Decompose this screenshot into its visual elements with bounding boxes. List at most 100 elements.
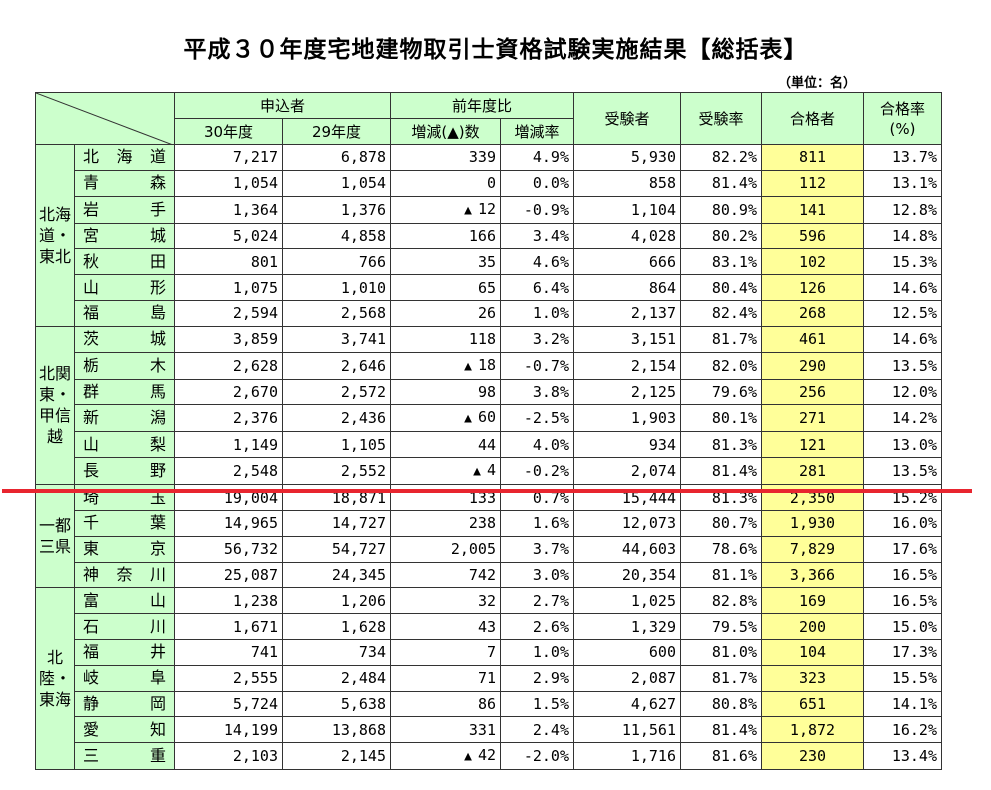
header-y30: 30年度	[174, 118, 283, 145]
applicants-2017: 1,628	[282, 613, 391, 640]
region-label: 北海道・東北	[35, 144, 75, 327]
header-apply: 申込者	[174, 92, 391, 119]
prefecture-name: 岩手	[76, 198, 174, 222]
diff-rate: -0.2%	[500, 457, 574, 486]
table-row: 山形 1,075 1,010 65 6.4% 864 80.4% 126 14.6%	[36, 274, 942, 301]
prefecture-cell: 秋田	[74, 248, 175, 276]
prefecture-char: 石	[83, 616, 100, 636]
diff-value: 166	[468, 226, 496, 245]
prefecture-char: 潟	[149, 408, 166, 428]
prefecture-cell: 宮城	[74, 222, 175, 250]
prefecture-cell: 岐阜	[74, 664, 175, 692]
prefecture-char: 山	[83, 277, 100, 297]
passers: 290	[761, 351, 864, 380]
table-row: 愛知 14,199 13,868 331 2.4% 11,561 81.4% 1,872 16.…	[36, 716, 942, 744]
prefecture-char: 馬	[149, 381, 166, 401]
pass-rate: 13.0%	[863, 431, 942, 459]
applicants-2018: 1,075	[174, 274, 283, 301]
pass-rate: 13.1%	[863, 169, 942, 197]
table-row: 福井 741 734 7 1.0% 600 81.0% 104 17.3%	[36, 638, 942, 666]
diff-cell: 35	[390, 248, 501, 276]
prefecture-cell: 富山	[74, 587, 175, 615]
prefecture-char: 愛	[83, 719, 100, 739]
passers: 268	[761, 299, 864, 327]
passers: 271	[761, 404, 864, 433]
pass-rate: 17.6%	[863, 535, 942, 563]
prefecture-char: 神	[83, 564, 100, 584]
prefecture-char: 山	[83, 434, 100, 454]
prefecture-char: 葉	[149, 513, 166, 533]
applicants-2017: 5,638	[282, 690, 391, 718]
diff-value: 0	[486, 174, 496, 193]
pass-rate: 15.3%	[863, 248, 942, 276]
table-row: 宮城 5,024 4,858 166 3.4% 4,028 80.2% 596 14.8%	[36, 222, 942, 250]
diff-rate: -0.7%	[500, 351, 574, 380]
diff-value: 2,005	[450, 540, 496, 559]
pass-rate: 15.5%	[863, 664, 942, 692]
examinees: 12,073	[573, 509, 681, 537]
diff-rate: 3.2%	[500, 325, 574, 353]
examinees: 1,716	[573, 742, 681, 771]
applicants-2017: 1,376	[282, 195, 391, 224]
prefecture-char: 川	[149, 564, 166, 584]
table-row: 千葉 14,965 14,727 238 1.6% 12,073 80.7% 1,930 16.…	[36, 509, 942, 537]
prefecture-name: 秋田	[76, 250, 174, 274]
applicants-2018: 25,087	[174, 561, 283, 589]
applicants-2017: 734	[282, 638, 391, 666]
diff-cell: ▲ 42	[390, 742, 501, 771]
applicants-2018: 5,024	[174, 222, 283, 250]
table-row: 静岡 5,724 5,638 86 1.5% 4,627 80.8% 651 14.1%	[36, 690, 942, 718]
examinees: 1,025	[573, 587, 681, 615]
applicants-2017: 24,345	[282, 561, 391, 589]
prefecture-char: 田	[149, 251, 166, 271]
applicants-2017: 13,868	[282, 716, 391, 744]
header-examinees: 受験者	[573, 92, 681, 145]
examinees: 4,028	[573, 222, 681, 250]
applicants-2017: 766	[282, 248, 391, 276]
prefecture-char: 川	[149, 616, 166, 636]
pass-rate: 13.5%	[863, 457, 942, 486]
applicants-2017: 2,145	[282, 742, 391, 771]
prefecture-cell: 東京	[74, 535, 175, 563]
prefecture-name: 富山	[76, 589, 174, 613]
examinees: 1,903	[573, 404, 681, 433]
pass-rate: 13.4%	[863, 742, 942, 771]
diff-value: 118	[468, 330, 496, 349]
applicants-2018: 1,364	[174, 195, 283, 224]
pass-rate: 13.7%	[863, 144, 942, 171]
applicants-2017: 18,871	[282, 484, 391, 511]
exam-rate: 81.6%	[680, 742, 762, 771]
examinees: 934	[573, 431, 681, 459]
passers: 1,872	[761, 716, 864, 744]
prefecture-char: 岡	[149, 693, 166, 713]
prefecture-cell: 石川	[74, 613, 175, 640]
applicants-2018: 1,149	[174, 431, 283, 459]
diff-rate: -0.9%	[500, 195, 574, 224]
decrease-triangle-icon: ▲	[464, 358, 472, 374]
prefecture-char: 野	[149, 461, 166, 481]
exam-rate: 82.4%	[680, 299, 762, 327]
exam-rate: 80.8%	[680, 690, 762, 718]
examinees: 600	[573, 638, 681, 666]
decrease-triangle-icon: ▲	[473, 464, 481, 480]
diff-rate: 3.7%	[500, 535, 574, 563]
diff-cell: 26	[390, 299, 501, 327]
exam-rate: 81.4%	[680, 457, 762, 486]
diff-rate: 0.7%	[500, 484, 574, 511]
pass-rate: 14.6%	[863, 325, 942, 353]
prefecture-char: 道	[149, 147, 166, 167]
diff-rate: 2.4%	[500, 716, 574, 744]
applicants-2017: 2,646	[282, 351, 391, 380]
diff-value: 18	[477, 355, 496, 374]
applicants-2017: 2,572	[282, 378, 391, 406]
diff-value: 44	[477, 435, 496, 454]
prefecture-name: 千葉	[76, 511, 174, 535]
diff-value: 7	[486, 643, 496, 662]
diff-value: 339	[468, 148, 496, 167]
prefecture-cell: 栃木	[74, 351, 175, 380]
applicants-2018: 2,103	[174, 742, 283, 771]
applicants-2017: 2,568	[282, 299, 391, 327]
diff-rate: 6.4%	[500, 274, 574, 301]
table-row: 北関東・甲信越茨城 3,859 3,741 118 3.2% 3,151 81.7% 461 1…	[35, 325, 942, 486]
table-row: 神奈川 25,087 24,345 742 3.0% 20,354 81.1% 3,366 16…	[36, 561, 942, 589]
